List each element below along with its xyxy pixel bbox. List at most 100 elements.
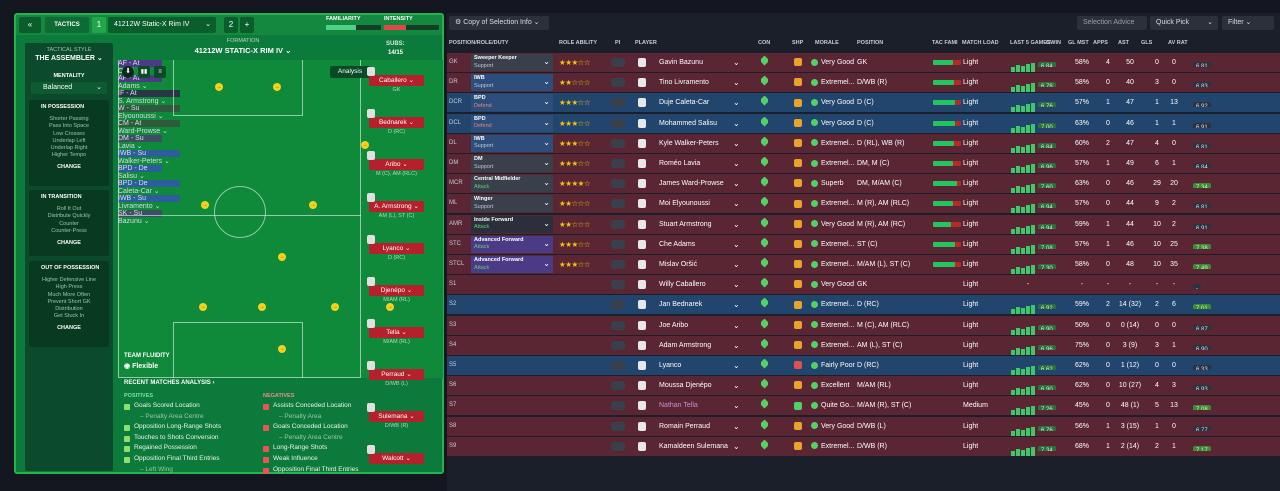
column-header-player[interactable]: PLAYER <box>635 40 657 46</box>
player-name-box[interactable]: Salisu ⌄ <box>118 173 145 180</box>
chevron-down-icon[interactable]: ⌄ <box>733 401 740 411</box>
pi-icon[interactable] <box>611 118 625 128</box>
player-name-box[interactable]: Livramento ⌄ <box>118 203 161 210</box>
player-name[interactable]: Tino Livramento <box>659 79 709 87</box>
player-name[interactable]: Adam Armstrong <box>659 341 712 349</box>
player-name[interactable]: Moussa Djenépo <box>659 382 712 390</box>
pi-icon[interactable] <box>611 441 625 451</box>
style-selector[interactable]: THE ASSEMBLER ⌄ <box>35 55 103 62</box>
player-role-box[interactable]: IWB - Su <box>118 150 180 157</box>
formation-selector[interactable]: 41212W Static-X Rim IV ⌄ <box>108 17 216 33</box>
table-row[interactable]: DR IWB Support ⌄ ★★☆☆☆ Tino Livramento ⌄ Extrem… <box>447 73 1280 93</box>
pi-icon[interactable] <box>611 219 625 229</box>
filter-button[interactable]: Filter ⌄ <box>1222 16 1274 30</box>
chevron-down-icon[interactable]: ⌄ <box>733 219 740 229</box>
player-name-box[interactable]: Walker-Peters ⌄ <box>118 158 170 165</box>
player-name-box[interactable]: S. Armstrong ⌄ <box>118 98 167 105</box>
column-header-gls[interactable]: GLS <box>1141 40 1153 46</box>
role-duty-box[interactable]: Central Midfielder Attack ⌄ <box>471 175 553 193</box>
column-header-shp[interactable]: SHP <box>792 40 804 46</box>
player-role-box[interactable]: IWB - Su <box>118 195 180 202</box>
player-name-box[interactable]: Ward-Prowse ⌄ <box>118 128 168 135</box>
pi-icon[interactable] <box>611 340 625 350</box>
player-name[interactable]: James Ward-Prowse <box>659 180 724 188</box>
player-name[interactable]: Lyanco <box>659 362 682 369</box>
role-duty-box[interactable]: Sweeper Keeper Support ⌄ <box>471 54 553 71</box>
player-name[interactable]: Stuart Armstrong <box>659 220 712 228</box>
out-of-possession-change-button[interactable]: CHANGE <box>57 325 81 332</box>
in-transition-change-button[interactable]: CHANGE <box>57 240 81 247</box>
player-role-box[interactable]: CM - At <box>118 120 180 127</box>
tactic-slot-1[interactable]: 1 <box>92 17 106 33</box>
table-row[interactable]: STC Advanced Forward Attack ⌄ ★★★☆☆ Che Adams… <box>447 234 1280 254</box>
pi-icon[interactable] <box>611 401 625 411</box>
role-duty-box[interactable] <box>471 276 553 293</box>
sub-player[interactable]: Aribo ⌄ M (C), AM (RLC) <box>367 151 424 177</box>
chevron-down-icon[interactable]: ⌄ <box>733 159 740 168</box>
column-header-position[interactable]: POSITION <box>857 40 884 46</box>
player-name[interactable]: Joe Aribo <box>659 321 689 329</box>
pi-icon[interactable] <box>611 78 625 88</box>
table-row[interactable]: DCL BPD Defend ⌄ ★★★☆☆ Mohammed Salisu ⌄ Very G… <box>447 113 1280 133</box>
table-row[interactable]: STCL Advanced Forward Attack ⌄ ★★★☆☆ Mislav O… <box>447 255 1280 274</box>
table-row[interactable]: S7 Nathan Tella ⌄ Quite Go... M/AM (R), ST (… <box>447 396 1280 416</box>
pi-icon[interactable] <box>611 138 625 148</box>
player-name[interactable]: Kamaldeen Sulemana <box>659 442 728 450</box>
pi-icon[interactable] <box>611 260 625 269</box>
sub-player[interactable]: Perraud ⌄ D/WB (L) <box>367 361 424 387</box>
pi-icon[interactable] <box>611 159 625 168</box>
player-name[interactable]: Mohammed Salisu <box>659 119 717 127</box>
analysis-button[interactable]: Analysis <box>330 66 370 78</box>
chevron-down-icon[interactable]: ⌄ <box>733 441 740 451</box>
column-header-gwin[interactable]: GWIN <box>1046 40 1061 46</box>
pi-icon[interactable] <box>611 199 625 209</box>
player-name[interactable]: Moi Elyounoussi <box>659 200 710 208</box>
pi-icon[interactable] <box>611 300 625 310</box>
out-of-possession-box[interactable]: OUT OF POSSESSION Higher Defensive Line H… <box>29 261 109 347</box>
chevron-down-icon[interactable]: ⌄ <box>733 260 740 269</box>
table-row[interactable]: S1 Willy Caballero ⌄ Very Good GK Light - - - - - -… <box>447 275 1280 295</box>
column-header-role-ability[interactable]: ROLE ABILITY <box>559 40 597 46</box>
player-role-box[interactable]: DM - Su <box>118 135 162 142</box>
player-name-box[interactable]: Caleta-Car ⌄ <box>118 188 160 195</box>
pi-icon[interactable] <box>611 361 625 370</box>
chevron-down-icon[interactable]: ⌄ <box>733 138 740 148</box>
chevron-down-icon[interactable]: ⌄ <box>733 199 740 209</box>
role-duty-box[interactable]: DM Support ⌄ <box>471 155 553 172</box>
player-role-box[interactable]: AF - At <box>118 60 162 67</box>
player-name[interactable]: Mislav Oršić <box>659 261 698 268</box>
role-duty-box[interactable] <box>471 337 553 354</box>
table-row[interactable]: DM DM Support ⌄ ★★★☆☆ Roméo Lavia ⌄ Extremel...… <box>447 154 1280 173</box>
in-possession-change-button[interactable]: CHANGE <box>57 164 81 171</box>
table-row[interactable]: DL IWB Support ⌄ ★★★☆☆ Kyle Walker-Peters ⌄ Ext… <box>447 133 1280 153</box>
player-name[interactable]: Roméo Lavia <box>659 160 701 167</box>
sub-player[interactable]: Djenépo ⌄ M/AM (RL) <box>367 277 424 303</box>
table-row[interactable]: S3 Joe Aribo ⌄ Extremel... M (C), AM (RLC) Li… <box>447 315 1280 335</box>
chevron-down-icon[interactable]: ⌄ <box>733 280 740 290</box>
chevron-down-icon[interactable]: ⌄ <box>733 239 740 249</box>
formation-title-selector[interactable]: 41212W STATIC-X RIM IV ⌄ <box>194 46 292 55</box>
column-header-morale[interactable]: MORALE <box>815 40 839 46</box>
table-row[interactable]: ML Winger Support ⌄ ★★☆☆☆ Moi Elyounoussi ⌄ Ext… <box>447 194 1280 214</box>
player-name[interactable]: Willy Caballero <box>659 281 706 289</box>
role-duty-box[interactable] <box>471 418 553 435</box>
column-header-av-rat[interactable]: AV RAT <box>1168 40 1188 46</box>
player-name-box[interactable]: Lavia ⌄ <box>118 143 143 150</box>
table-row[interactable]: AMR Inside Forward Attack ⌄ ★★☆☆☆ Stuart Arms… <box>447 214 1280 234</box>
role-duty-box[interactable] <box>471 317 553 334</box>
role-duty-box[interactable] <box>471 357 553 374</box>
chevron-down-icon[interactable]: ⌄ <box>733 300 740 310</box>
sub-player[interactable]: Bednarek ⌄ D (RC) <box>367 109 424 135</box>
column-header-position-role-duty[interactable]: POSITION/ROLE/DUTY <box>449 40 509 46</box>
role-duty-box[interactable] <box>471 438 553 455</box>
pi-icon[interactable] <box>611 280 625 290</box>
tactics-tab[interactable]: TACTICS <box>45 17 89 33</box>
player-role-box[interactable]: BPD - De <box>118 180 180 187</box>
pi-icon[interactable] <box>611 320 625 330</box>
table-row[interactable]: S9 Kamaldeen Sulemana ⌄ Extremel... D/WB (R)… <box>447 436 1280 456</box>
column-header-gl-mst[interactable]: GL MST <box>1068 40 1089 46</box>
column-header-tac-fami[interactable]: TAC FAMI <box>932 40 958 46</box>
sub-player[interactable]: Caballero ⌄ GK <box>367 67 424 93</box>
table-row[interactable]: S8 Romain Perraud ⌄ Very Good D/WB (L) Light 6… <box>447 416 1280 436</box>
role-duty-box[interactable] <box>471 397 553 414</box>
